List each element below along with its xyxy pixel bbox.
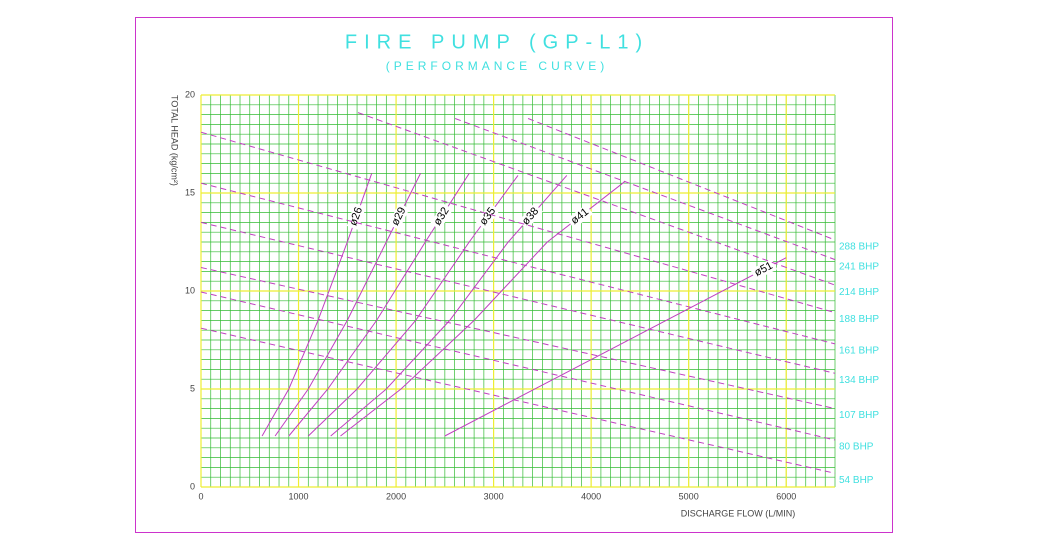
x-tick-label: 0: [198, 491, 203, 501]
series-label-box: [750, 258, 778, 281]
series-label: 188 BHP: [839, 314, 879, 325]
y-tick-label: 15: [185, 187, 195, 197]
series-label-box: [388, 203, 410, 230]
power-line: [454, 118, 836, 261]
y-tick-label: 5: [190, 383, 195, 393]
power-line: [200, 291, 836, 441]
series-label: 107 BHP: [839, 410, 879, 421]
power-line: [200, 327, 836, 474]
x-tick-label: 4000: [581, 491, 601, 501]
series-label: ø26: [347, 206, 365, 228]
y-axis-label: TOTAL HEAD (kg/cm²): [170, 95, 180, 186]
pump-curve: [444, 257, 787, 437]
series-label: 80 BHP: [839, 442, 874, 453]
series-label-box: [566, 204, 594, 229]
x-axis-label: DISCHARGE FLOW (L/MIN): [681, 508, 796, 518]
series-label: 161 BHP: [839, 346, 879, 357]
power-line: [357, 112, 836, 286]
series-label-group: ø26: [346, 203, 367, 230]
series-label: 288 BHP: [839, 242, 879, 253]
series-label-box: [475, 203, 500, 230]
y-tick-label: 20: [185, 89, 195, 99]
x-tick-label: 3000: [484, 491, 504, 501]
x-tick-label: 1000: [289, 491, 309, 501]
chart-subtitle: (PERFORMANCE CURVE): [386, 59, 608, 73]
power-line: [200, 267, 836, 410]
series-label: 241 BHP: [839, 261, 879, 272]
power-line: [200, 182, 836, 345]
series-label-box: [518, 203, 544, 230]
x-tick-label: 5000: [679, 491, 699, 501]
power-line: [527, 118, 836, 241]
chart-title: FIRE PUMP (GP-L1): [345, 31, 649, 53]
y-tick-label: 0: [190, 481, 195, 491]
series-label-box: [346, 203, 367, 230]
series-label: 54 BHP: [839, 475, 874, 486]
x-tick-label: 6000: [776, 491, 796, 501]
x-tick-label: 2000: [386, 491, 406, 501]
power-line: [200, 221, 836, 374]
series-label-box: [430, 203, 454, 230]
frame: [135, 17, 893, 533]
series-label: 214 BHP: [839, 287, 879, 298]
series-label: 134 BHP: [839, 375, 879, 386]
y-tick-label: 10: [185, 285, 195, 295]
